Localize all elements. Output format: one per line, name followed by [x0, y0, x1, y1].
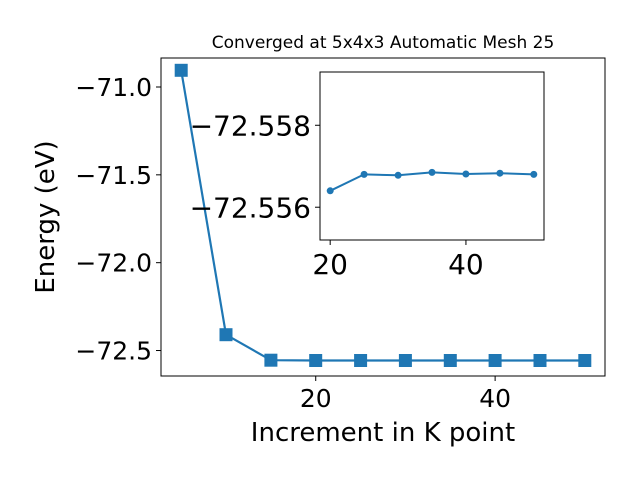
- inset-data-point: [326, 187, 334, 195]
- main-data-point: [488, 354, 502, 367]
- inset-background: [320, 72, 544, 240]
- x-axis-label: Increment in K point: [251, 418, 515, 448]
- y-axis-label: Energy (eV): [31, 140, 61, 293]
- main-data-point: [398, 354, 412, 367]
- inset-data-point: [462, 170, 470, 178]
- main-plot-frame: [160, 57, 606, 377]
- main-data-point: [309, 354, 323, 367]
- chart-title: Converged at 5x4x3 Automatic Mesh 25: [212, 33, 555, 53]
- main-data-point: [219, 328, 233, 342]
- inset-plot: 20 40 −72.558 −72.556: [190, 71, 545, 281]
- main-data-point: [578, 354, 592, 367]
- inset-x-tick-label: 40: [448, 248, 484, 281]
- main-y-tick-label: −72.0: [75, 249, 152, 278]
- inset-ticks: 20 40 −72.558 −72.556: [190, 109, 484, 281]
- main-ticks: 20 40 −71.0 −71.5 −72.0 −72.5: [75, 73, 511, 413]
- inset-data-point: [530, 170, 538, 178]
- main-y-tick-label: −72.5: [75, 337, 152, 366]
- inset-series: [326, 168, 538, 195]
- inset-y-tick-label: −72.558: [190, 109, 311, 142]
- main-data-point: [264, 353, 278, 367]
- main-y-tick-label: −71.5: [75, 161, 152, 190]
- inset-y-tick-label: −72.556: [190, 191, 311, 224]
- main-data-point: [533, 354, 547, 367]
- main-data-point: [174, 63, 188, 77]
- inset-data-point: [496, 169, 504, 177]
- inset-x-tick-label: 20: [312, 248, 348, 281]
- main-x-tick-label: 20: [300, 384, 332, 413]
- main-x-tick-label: 40: [479, 384, 511, 413]
- main-data-point: [354, 354, 368, 367]
- inset-plot-frame: [319, 71, 545, 241]
- main-series: [174, 63, 592, 367]
- main-y-tick-label: −71.0: [75, 73, 152, 102]
- main-series-line: [180, 70, 585, 362]
- main-data-point: [443, 354, 457, 367]
- inset-data-point: [428, 168, 436, 176]
- inset-data-point: [360, 170, 368, 178]
- inset-data-point: [394, 171, 402, 179]
- main-plot: 20 40 −71.0 −71.5 −72.0 −72.5: [75, 57, 606, 413]
